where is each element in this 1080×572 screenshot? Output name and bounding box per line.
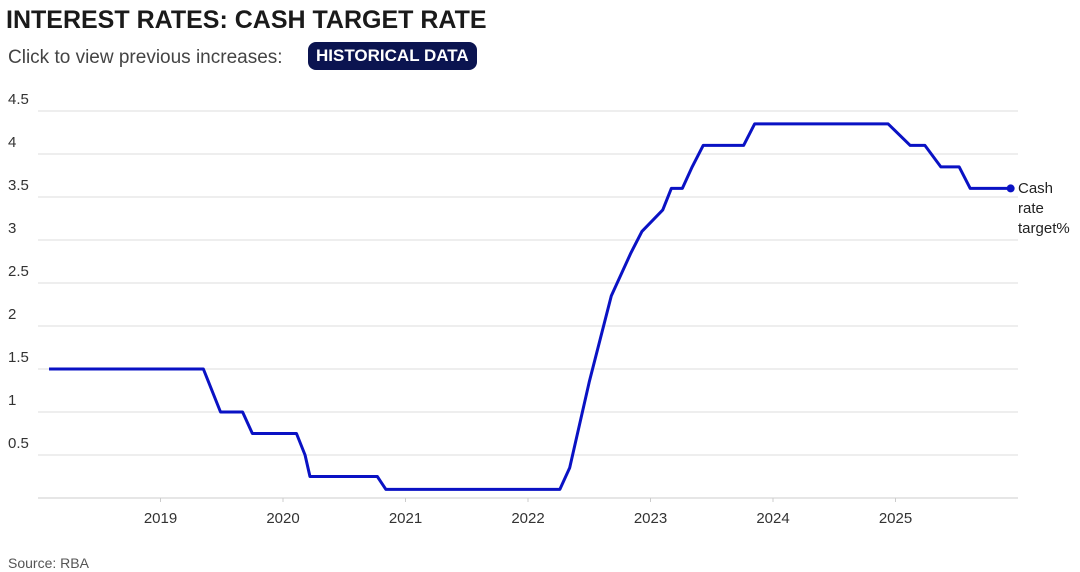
y-tick-label: 1: [8, 392, 16, 409]
y-tick-label: 2: [8, 306, 16, 323]
x-tick-label: 2023: [634, 510, 667, 527]
x-tick-label: 2021: [389, 510, 422, 527]
y-tick-label: 4: [8, 134, 16, 151]
x-tick-label: 2024: [756, 510, 789, 527]
y-tick-label: 4.5: [8, 91, 29, 108]
y-tick-label: 3: [8, 220, 16, 237]
end-marker: [1006, 184, 1015, 193]
x-tick-label: 2022: [511, 510, 544, 527]
line: [49, 122, 1011, 491]
y-tick-label: 1.5: [8, 349, 29, 366]
x-tick-label: 2019: [144, 510, 177, 527]
y-tick-label: 3.5: [8, 177, 29, 194]
x-tick-label: 2025: [879, 510, 912, 527]
y-tick-label: 2.5: [8, 263, 29, 280]
x-tick-label: 2020: [266, 510, 299, 527]
y-tick-label: 0.5: [8, 435, 29, 452]
historical-data-button[interactable]: HISTORICAL DATA: [308, 42, 477, 70]
chart-subtitle: Click to view previous increases:: [8, 47, 283, 68]
legend-label: Cash rate target%: [1018, 180, 1070, 237]
chart-title: INTEREST RATES: CASH TARGET RATE: [6, 6, 487, 34]
source: Source: RBA: [8, 555, 90, 571]
